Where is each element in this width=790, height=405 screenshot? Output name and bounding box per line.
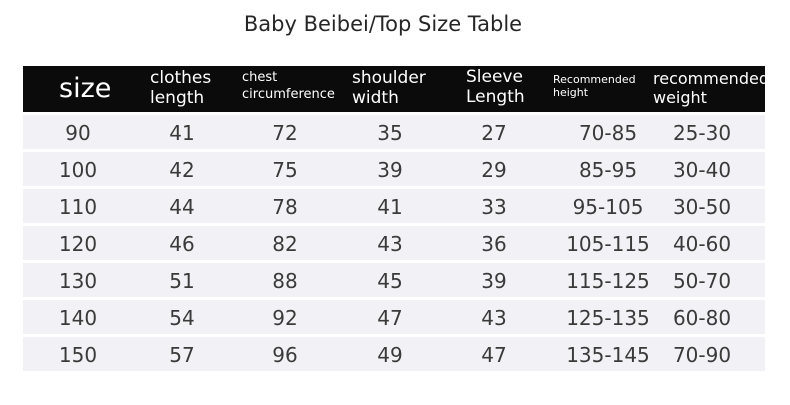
header-height-line1: Recommended (553, 73, 636, 86)
cell-chest: 78 (272, 195, 298, 219)
cell-height: 95-105 (572, 195, 644, 219)
header-clothes-line1: clothes (150, 68, 212, 88)
cell-shoulder: 45 (377, 269, 403, 293)
cell-shoulder: 49 (377, 343, 403, 367)
cell-sleeve: 39 (481, 269, 507, 293)
cell-weight: 70-90 (672, 343, 732, 367)
table-row: 150 57 96 49 47 135-145 70-90 (23, 337, 765, 371)
cell-size: 90 (65, 121, 91, 145)
header-weight-line1: recommended (653, 69, 769, 88)
cell-chest: 92 (272, 306, 298, 330)
header-shoulder-width: shoulder width (352, 70, 426, 107)
page-title: Baby Beibei/Top Size Table (243, 12, 523, 36)
cell-chest: 88 (272, 269, 298, 293)
header-shoulder-line2: width (352, 88, 399, 108)
cell-size: 150 (58, 343, 98, 367)
table-header: size clothes length chest circumference … (23, 66, 769, 112)
table-row: 130 51 88 45 39 115-125 50-70 (23, 263, 765, 297)
header-shoulder-line1: shoulder (352, 68, 426, 88)
cell-clothes-length: 42 (169, 158, 195, 182)
header-recommended-weight: recommended weight (653, 71, 769, 106)
header-sleeve-length: Sleeve Length (466, 69, 525, 106)
cell-clothes-length: 51 (169, 269, 195, 293)
cell-sleeve: 33 (481, 195, 507, 219)
cell-clothes-length: 57 (169, 343, 195, 367)
cell-sleeve: 27 (481, 121, 507, 145)
header-clothes-length: clothes length (150, 70, 211, 107)
cell-height: 135-145 (566, 343, 650, 367)
header-chest-line2: circumference (242, 87, 335, 102)
cell-shoulder: 41 (377, 195, 403, 219)
cell-chest: 96 (272, 343, 298, 367)
header-weight-line2: weight (653, 88, 707, 107)
header-chest-line1: chest (242, 70, 278, 85)
header-sleeve-line2: Length (466, 87, 525, 107)
table-row: 120 46 82 43 36 105-115 40-60 (23, 226, 765, 260)
cell-clothes-length: 46 (169, 232, 195, 256)
header-height-line2: height (553, 86, 589, 99)
cell-height: 115-125 (566, 269, 650, 293)
cell-chest: 75 (272, 158, 298, 182)
cell-size: 140 (58, 306, 98, 330)
cell-size: 130 (58, 269, 98, 293)
table-row: 100 42 75 39 29 85-95 30-40 (23, 152, 765, 186)
cell-sleeve: 43 (481, 306, 507, 330)
cell-shoulder: 35 (377, 121, 403, 145)
cell-size: 120 (58, 232, 98, 256)
cell-shoulder: 47 (377, 306, 403, 330)
cell-chest: 72 (272, 121, 298, 145)
cell-height: 105-115 (566, 232, 650, 256)
cell-shoulder: 43 (377, 232, 403, 256)
header-recommended-height: Recommended height (553, 74, 636, 98)
size-table: size clothes length chest circumference … (23, 66, 769, 371)
table-row: 90 41 72 35 27 70-85 25-30 (23, 115, 765, 149)
cell-sleeve: 47 (481, 343, 507, 367)
cell-clothes-length: 54 (169, 306, 195, 330)
cell-size: 100 (58, 158, 98, 182)
header-size: size (59, 73, 112, 104)
cell-clothes-length: 41 (169, 121, 195, 145)
cell-height: 70-85 (578, 121, 638, 145)
cell-sleeve: 29 (481, 158, 507, 182)
cell-weight: 60-80 (672, 306, 732, 330)
cell-weight: 50-70 (672, 269, 732, 293)
header-clothes-line2: length (150, 88, 205, 108)
cell-sleeve: 36 (481, 232, 507, 256)
table-row: 110 44 78 41 33 95-105 30-50 (23, 189, 765, 223)
cell-clothes-length: 44 (169, 195, 195, 219)
cell-shoulder: 39 (377, 158, 403, 182)
cell-chest: 82 (272, 232, 298, 256)
table-row: 140 54 92 47 43 125-135 60-80 (23, 300, 765, 334)
header-chest-circumference: chest circumference (242, 71, 335, 101)
cell-weight: 30-50 (672, 195, 732, 219)
cell-height: 125-135 (566, 306, 650, 330)
cell-weight: 30-40 (672, 158, 732, 182)
cell-weight: 40-60 (672, 232, 732, 256)
cell-weight: 25-30 (672, 121, 732, 145)
cell-height: 85-95 (578, 158, 638, 182)
header-sleeve-line1: Sleeve (466, 67, 523, 87)
cell-size: 110 (58, 195, 98, 219)
